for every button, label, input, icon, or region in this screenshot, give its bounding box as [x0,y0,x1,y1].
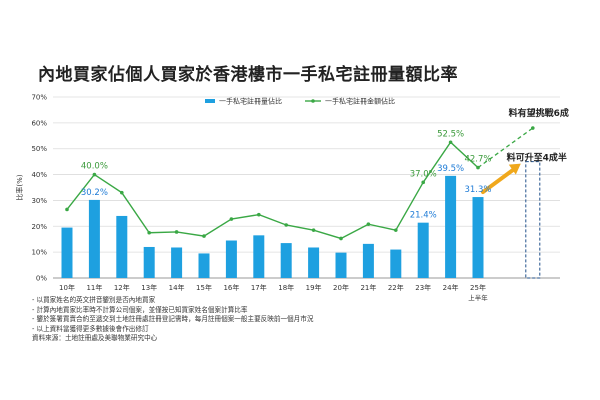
forecast-arrow-head [508,163,521,175]
bar [143,246,155,278]
y-tick-label: 70% [31,94,47,102]
legend-swatch-line-point [311,99,315,103]
data-source: 資料來源：土地註冊處及美聯物業研究中心 [32,334,158,343]
forecast-bar [525,161,541,279]
line-series-path [66,141,479,240]
forecast-line-label: 料有望挑戰6成 [509,107,569,119]
footnote-4: - 以上資料當獲得更多數據後會作出修訂 [32,324,149,333]
x-tick-label: 10年 [59,283,75,292]
line-point [366,222,371,227]
line-data-label: 52.5% [437,129,464,139]
line-data-label: 37.0% [410,169,437,179]
x-tick-label: 14年 [169,283,185,292]
line-point [120,190,124,195]
bar [280,243,292,278]
x-tick-label: 23年 [415,283,431,292]
bar [335,252,347,278]
y-tick-label: 0% [36,275,47,283]
bar [88,199,100,278]
bar-data-label: 31.3% [464,185,491,195]
y-tick-label: 60% [31,119,47,127]
legend-label-bar: 一手私宅註冊量佔比 [219,97,282,106]
bar [417,222,429,278]
x-tick-label: 18年 [278,283,294,292]
y-tick-label: 40% [31,171,47,179]
line-data-label: 40.0% [81,162,108,172]
line-point [421,180,426,185]
line-point [284,223,289,227]
line-point [257,212,261,217]
bar [390,249,402,278]
bar [308,247,320,278]
x-tick-label: 16年 [223,283,239,292]
footnotes: - 以買家姓名的英文拼音鑒別是否內地買家 - 計算內地買家比率時不計算公司個案，… [32,296,313,344]
bar [253,235,265,278]
line-point [311,228,316,232]
x-tick-label: 13年 [141,283,157,292]
y-tick-label: 30% [31,197,47,205]
x-tick-label: 22年 [388,283,404,292]
line-point [394,228,398,232]
bar [445,175,457,278]
legend-swatch-bar [205,99,215,103]
line-point [339,236,343,241]
x-tick-label: 20年 [333,283,349,292]
x-tick-label: 24年 [443,283,459,292]
legend-label-line: 一手私宅註冊金額佔比 [325,97,395,106]
x-tick-label: 19年 [306,283,322,292]
y-tick-label: 20% [31,223,47,231]
line-point [174,230,179,234]
chart-title: 內地買家佔個人買家於香港樓市一手私宅註冊量額比率 [38,65,458,85]
x-tick-label: 12年 [114,283,130,292]
line-point [92,172,97,177]
footnote-2: - 計算內地買家比率時不計算公司個案，並僅按已知買家姓名個案計算比率 [32,305,248,314]
forecast-bar-label: 料可升至4成半 [507,152,567,164]
y-tick-label: 10% [31,249,47,257]
x-tick-label: 17年 [251,283,267,292]
x-tick-label: 15年 [196,283,212,292]
line-data-label: 42.7% [464,155,491,165]
line-point [147,230,151,235]
line-point [229,217,234,221]
bar-data-label: 30.2% [81,188,108,198]
x-tick-label: 25年 [470,283,486,292]
footnote-3: - 鑒於簽署買賣合約至遞交到土地註冊處註冊登記需時，每月註冊個案一般主要反映前一… [32,315,314,324]
bar [472,197,484,278]
footnote-1: - 以買家姓名的英文拼音鑒別是否內地買家 [32,296,156,304]
bar [171,247,183,278]
x-tick-note: 上半年 [468,293,488,302]
line-point [202,234,206,238]
x-tick-label: 11年 [86,283,102,292]
bar [61,227,73,278]
bar [116,215,128,278]
bar-data-label: 21.4% [410,211,437,221]
x-tick-label: 21年 [360,283,376,292]
y-axis-label: 比率(%) [15,174,24,200]
bar [362,243,374,278]
bar-data-label: 39.5% [437,164,464,174]
bar [198,253,210,278]
y-tick-label: 50% [31,145,47,153]
forecast-line-point [531,126,535,130]
forecast-line [477,127,534,169]
line-point [65,207,69,212]
line-point [448,140,453,145]
bar [225,240,237,278]
forecast-arrow-shaft [481,166,517,195]
